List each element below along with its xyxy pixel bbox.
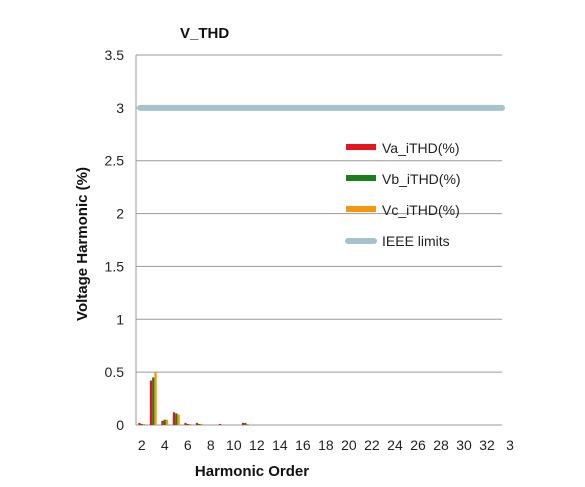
y-tick-label: 3 (116, 100, 124, 116)
y-tick-label: 3.5 (105, 47, 125, 63)
x-tick-label: 30 (456, 437, 472, 453)
bar (163, 419, 166, 425)
bar (154, 372, 157, 425)
y-tick-label: 2 (116, 206, 124, 222)
x-tick-label: 6 (184, 437, 192, 453)
x-tick-label: 10 (226, 437, 242, 453)
bar (177, 414, 180, 425)
bar (200, 423, 203, 425)
bar (218, 423, 222, 425)
x-tick-label: 2 (138, 437, 146, 453)
bar (149, 380, 153, 425)
y-axis-title: Voltage Harmonic (%) (74, 167, 91, 321)
x-tick-label: 3 (506, 437, 514, 453)
y-tick-label: 0 (116, 417, 124, 433)
bar (138, 422, 141, 425)
x-tick-label: 24 (387, 437, 403, 453)
bar (188, 423, 192, 425)
legend: Va_iTHD(%) Vb_iTHD(%) Vc_iTHD(%) IEEE limit… (345, 140, 461, 249)
bar (195, 422, 199, 425)
bars-group (138, 372, 249, 425)
x-tick-label: 4 (161, 437, 169, 453)
legend-swatch (346, 144, 376, 150)
bar (152, 377, 155, 425)
x-tick-label: 16 (295, 437, 311, 453)
x-tick-label: 18 (318, 437, 334, 453)
bar (184, 422, 187, 425)
x-axis-title: Harmonic Order (195, 463, 309, 480)
bar (175, 413, 178, 425)
bar (186, 423, 189, 425)
x-tick-label: 20 (341, 437, 357, 453)
legend-label: Vb_iTHD(%) (382, 171, 461, 187)
bar (165, 419, 169, 425)
bar (244, 422, 247, 425)
chart-title: V_THD (180, 25, 229, 42)
legend-swatch (346, 175, 376, 181)
bar (142, 423, 146, 425)
y-axis: 0 0.5 1 1.5 2 2.5 3 3.5 (105, 47, 137, 433)
bar (198, 423, 201, 425)
bar (172, 412, 176, 425)
legend-label: Va_iTHD(%) (382, 140, 460, 156)
x-tick-label: 14 (272, 437, 288, 453)
bar (246, 423, 249, 425)
y-tick-label: 2.5 (105, 153, 125, 169)
legend-swatch (346, 206, 376, 212)
x-tick-label: 26 (410, 437, 426, 453)
y-tick-label: 1 (116, 311, 124, 327)
bar (161, 420, 164, 425)
legend-label: IEEE limits (382, 233, 450, 249)
y-tick-label: 0.5 (105, 364, 125, 380)
x-tick-label: 12 (249, 437, 265, 453)
x-axis: 2 4 6 8 10 12 14 16 18 20 22 24 26 28 30 32 3 (138, 437, 514, 453)
bar (140, 423, 143, 425)
y-tick-label: 1.5 (105, 258, 125, 274)
bar (241, 422, 245, 425)
x-tick-label: 8 (207, 437, 215, 453)
x-tick-label: 32 (479, 437, 495, 453)
x-tick-label: 22 (364, 437, 380, 453)
legend-label: Vc_iTHD(%) (382, 202, 460, 218)
x-tick-label: 28 (433, 437, 449, 453)
